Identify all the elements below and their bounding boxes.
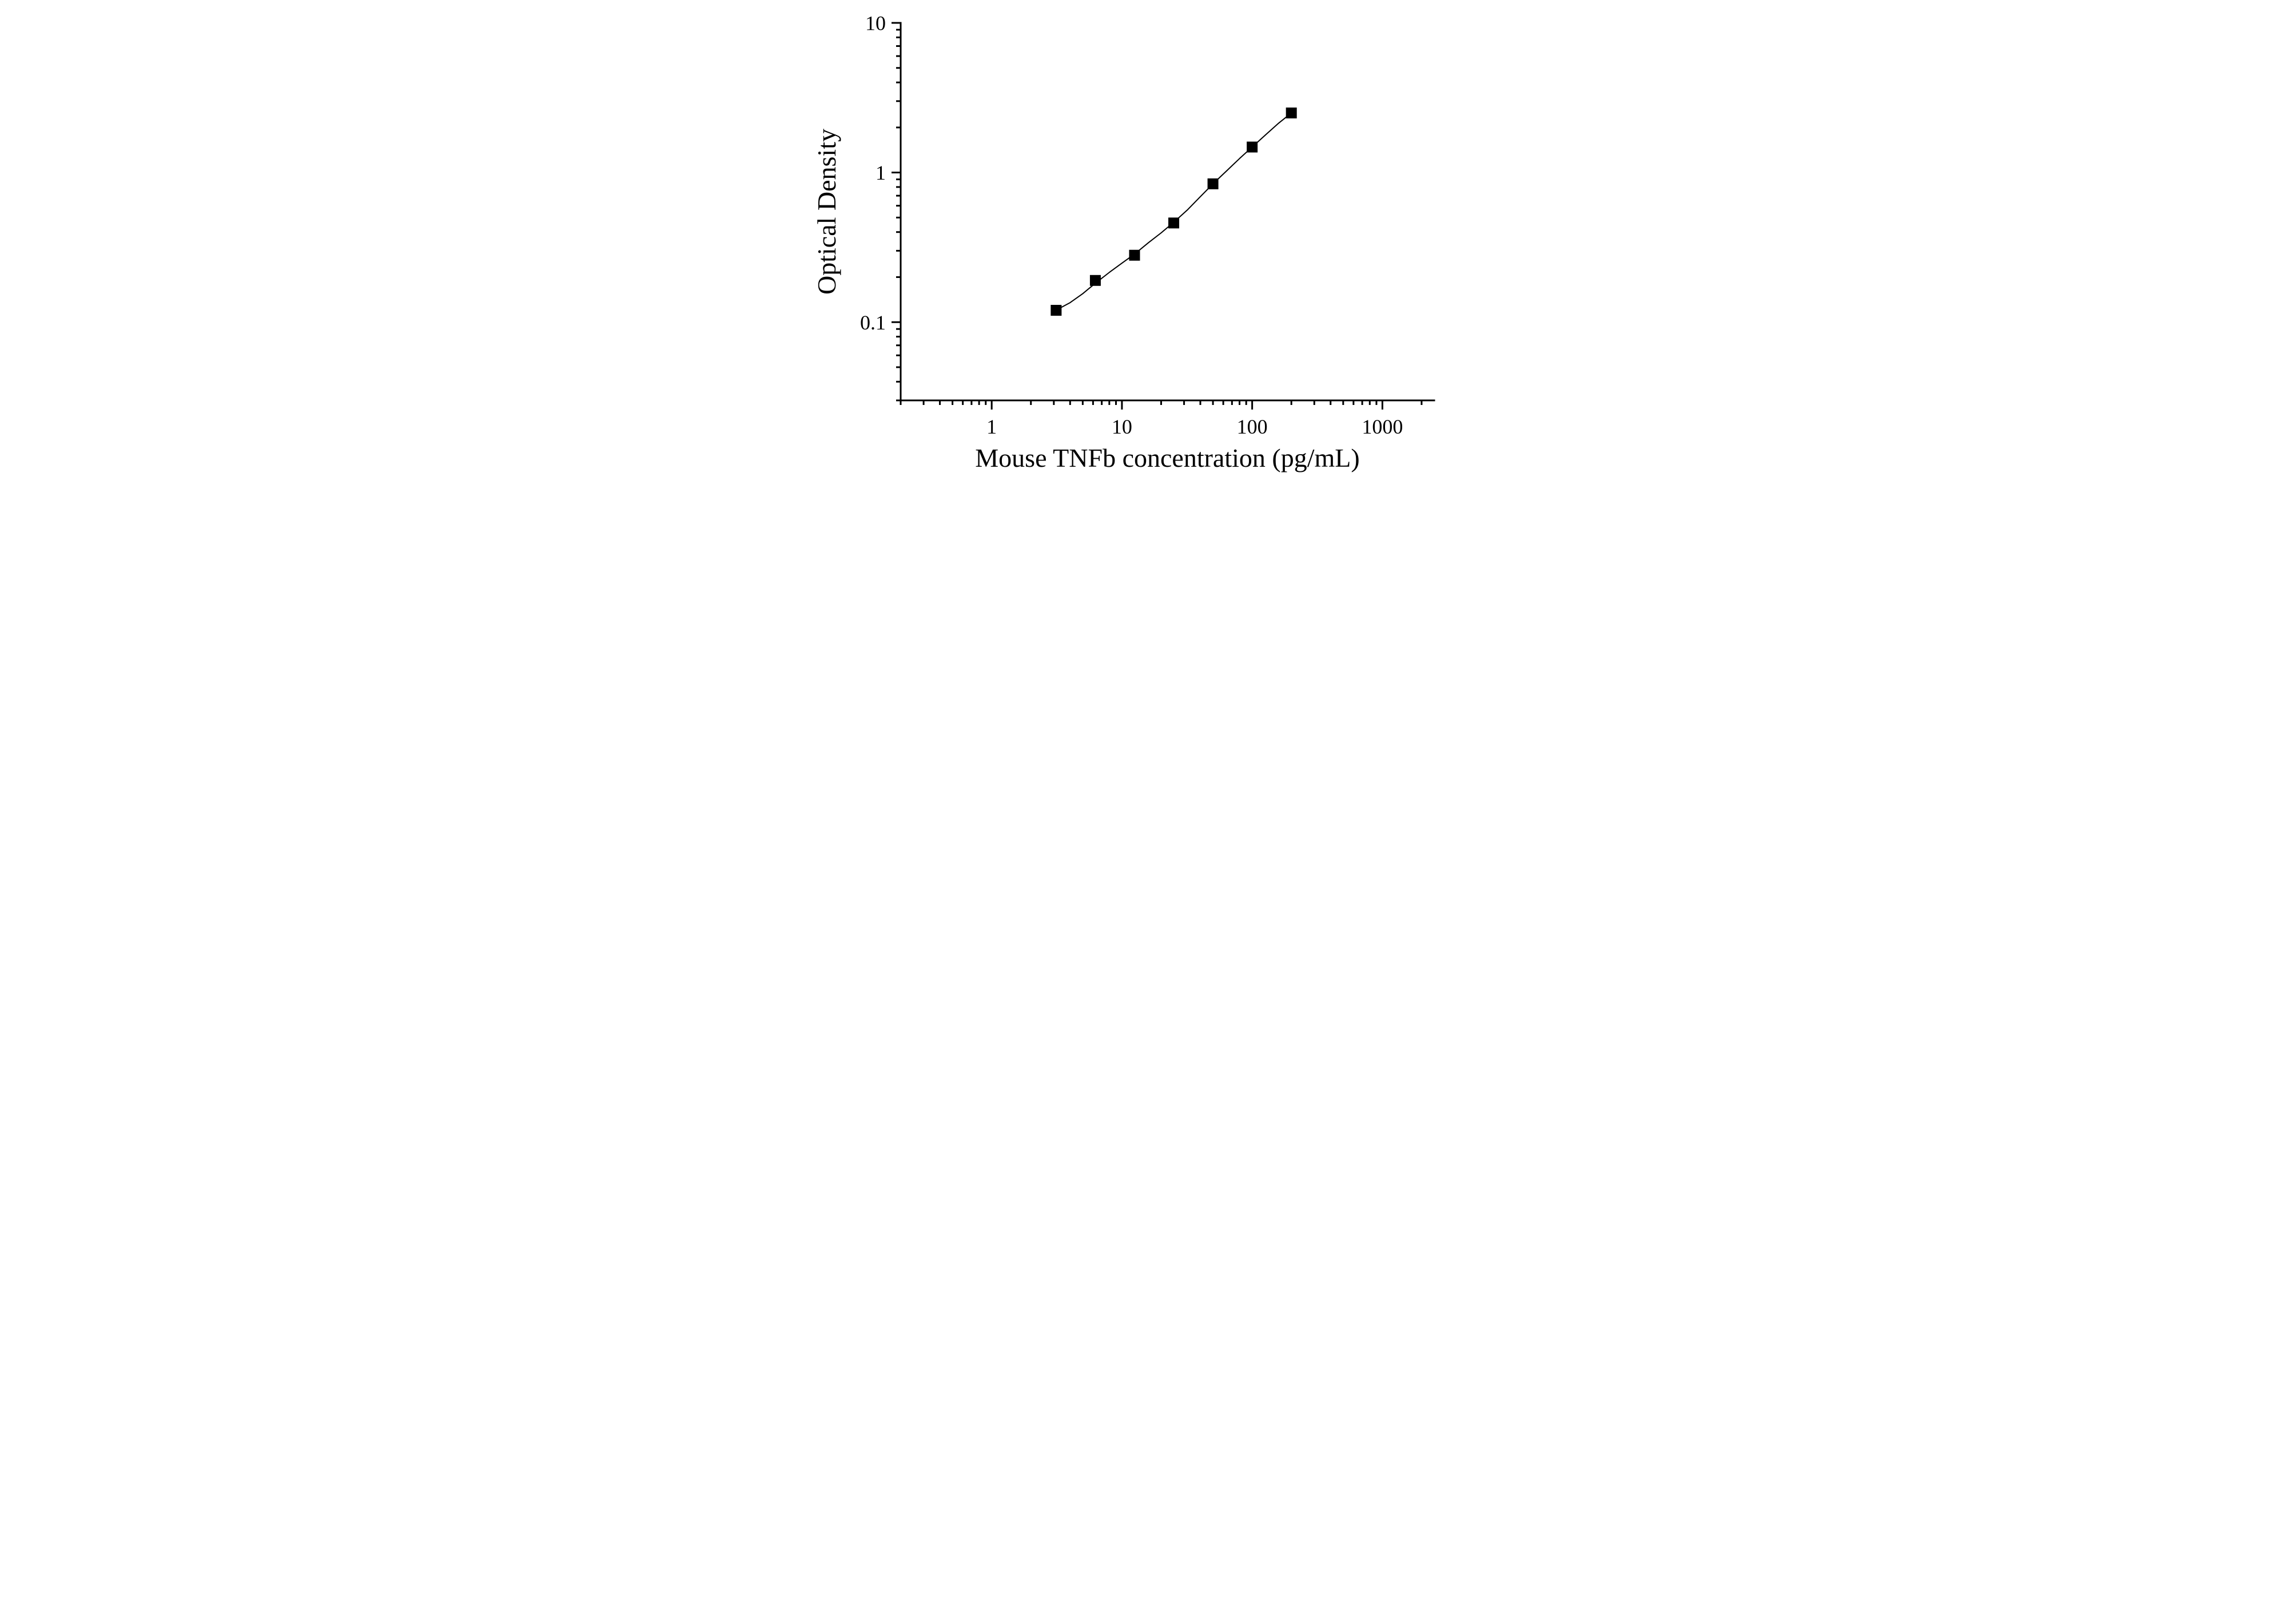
chart-container: 1 10 100 1000 0.1 1 10 Mouse TNFb concentration…	[765, 0, 1531, 535]
data-marker	[1129, 250, 1139, 260]
x-tick-label: 1000	[1362, 415, 1403, 438]
x-tick-label: 100	[1236, 415, 1267, 438]
x-tick-label: 10	[1111, 415, 1132, 438]
data-marker	[1050, 305, 1061, 315]
loglog-chart: 1 10 100 1000 0.1 1 10 Mouse TNFb concentration…	[765, 0, 1531, 535]
y-tick-label: 10	[865, 12, 886, 35]
y-axis-label: Optical Density	[812, 129, 841, 295]
data-marker	[1286, 108, 1296, 118]
data-marker	[1247, 142, 1257, 152]
data-marker	[1208, 178, 1218, 189]
x-tick-label: 1	[986, 415, 997, 438]
y-tick-label: 1	[876, 161, 886, 184]
x-axis-label: Mouse TNFb concentration (pg/mL)	[975, 443, 1359, 472]
data-marker	[1168, 218, 1179, 228]
data-marker	[1090, 275, 1100, 285]
y-tick-label: 0.1	[860, 311, 886, 334]
